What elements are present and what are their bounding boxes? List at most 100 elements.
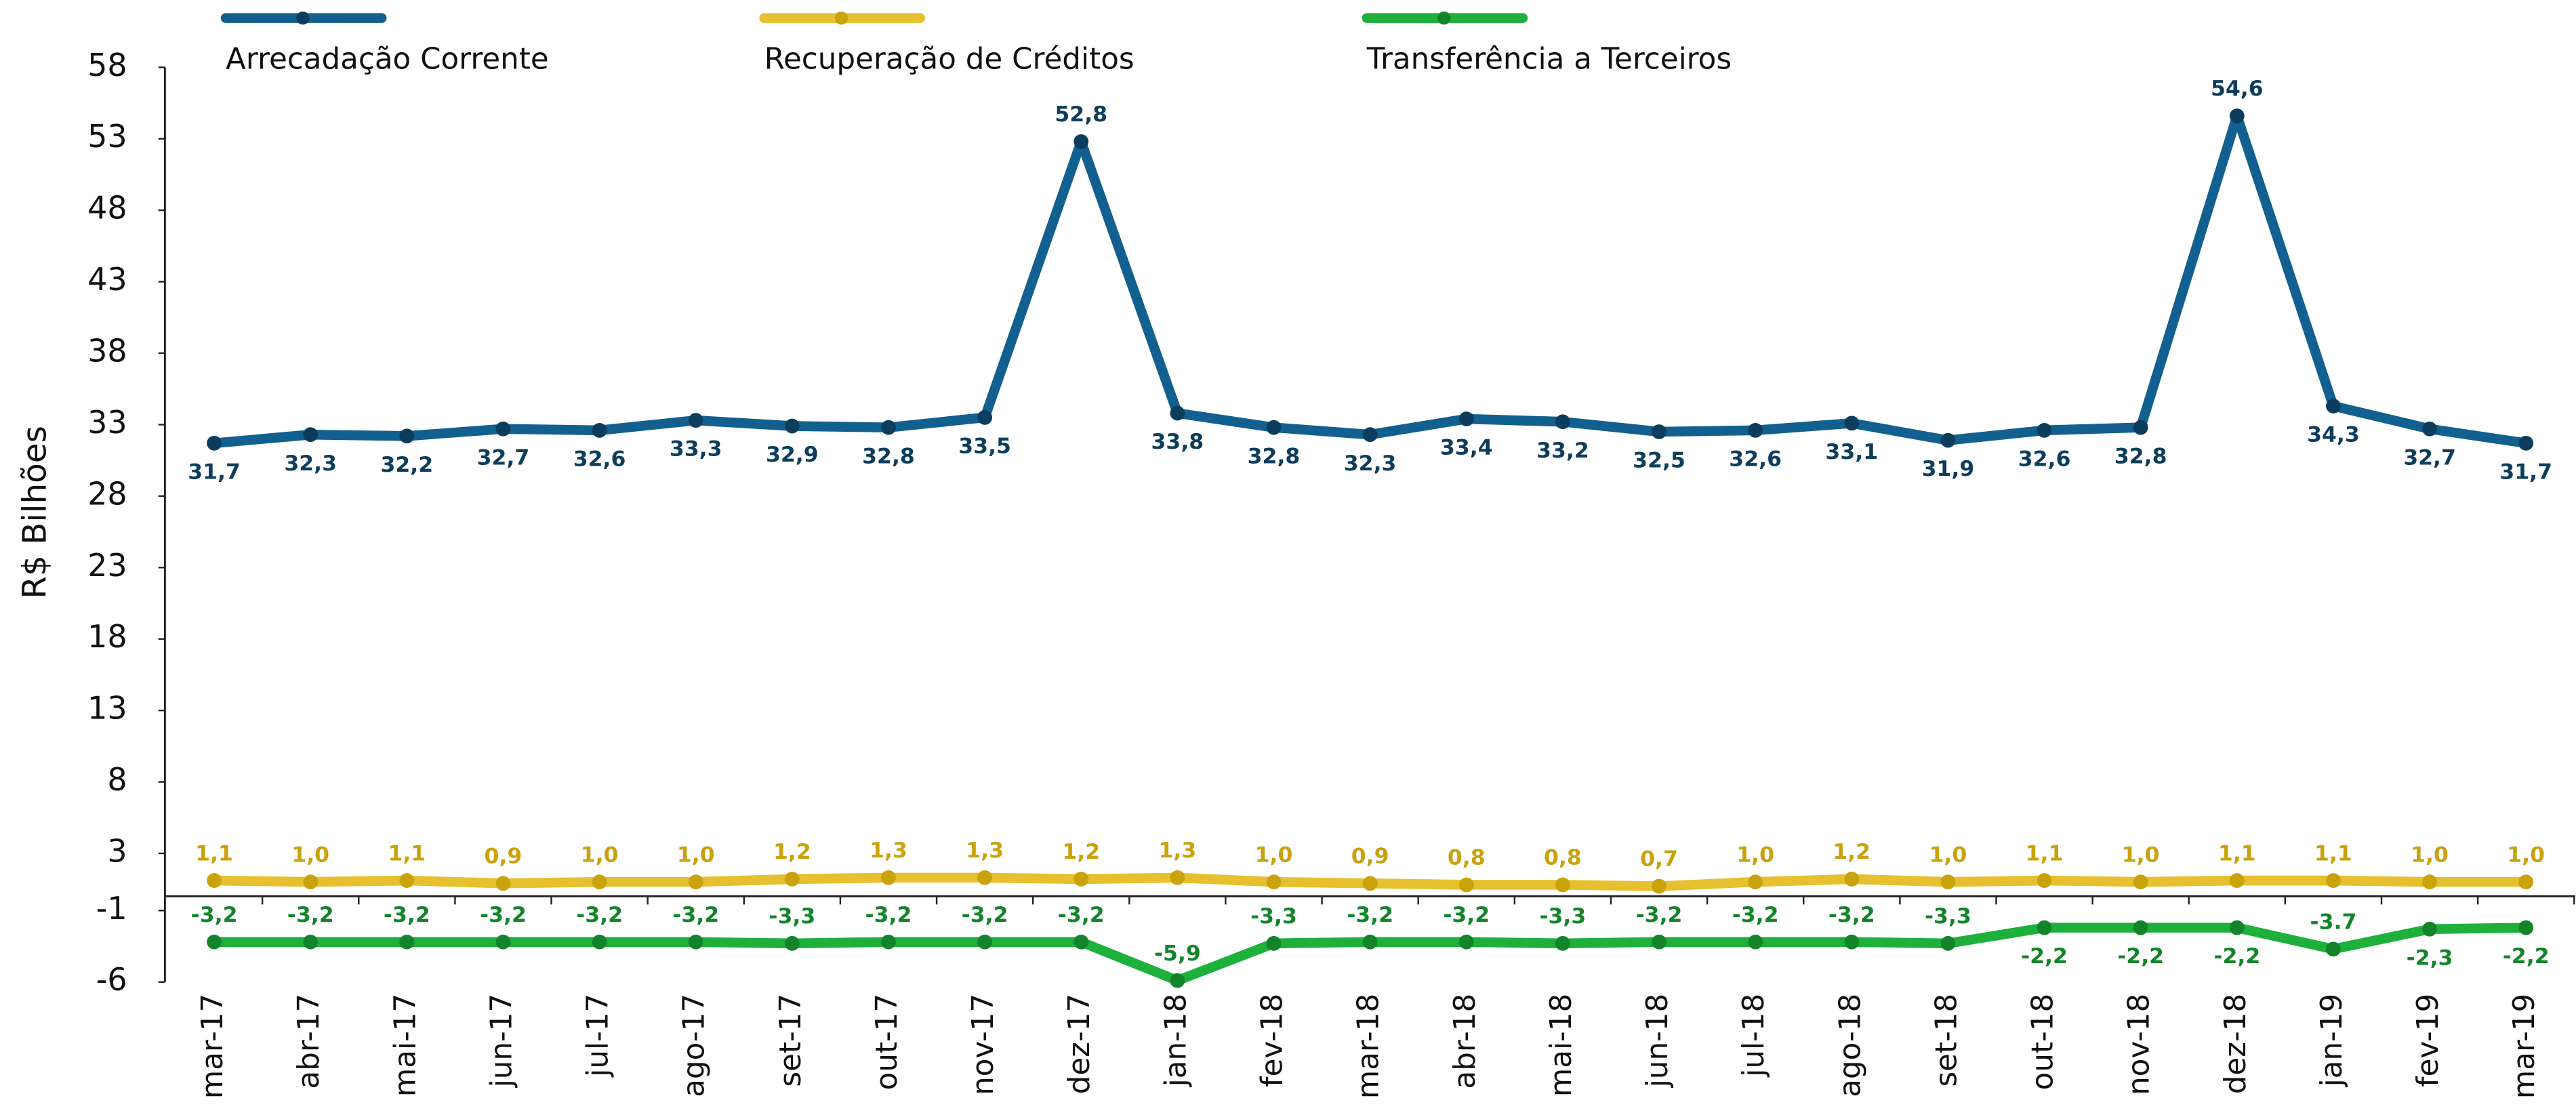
data-point	[1362, 427, 1378, 443]
data-point	[1074, 134, 1089, 149]
data-label: -3,2	[1636, 903, 1683, 927]
data-point	[592, 422, 607, 438]
data-label: -2,2	[2117, 944, 2164, 969]
data-point	[688, 413, 703, 428]
data-label: 0,9	[1351, 845, 1389, 869]
data-label: 1,0	[1736, 843, 1774, 867]
data-label: -3,3	[1539, 904, 1586, 929]
x-tick-label: mar-19	[2508, 994, 2541, 1099]
data-point	[495, 934, 511, 950]
data-label: 1,0	[291, 843, 329, 867]
data-label: -3,2	[1347, 903, 1393, 927]
data-label: 32,9	[766, 443, 819, 467]
data-label: -3,2	[480, 903, 527, 927]
data-point	[1074, 872, 1089, 887]
data-point	[977, 934, 993, 950]
data-point	[399, 934, 415, 950]
data-point	[1940, 432, 1956, 448]
x-tick-label: set-18	[1929, 994, 1963, 1087]
y-tick-label: 33	[87, 404, 127, 441]
data-point	[1266, 935, 1282, 951]
data-point	[881, 934, 896, 950]
data-point	[784, 418, 800, 434]
data-point	[1170, 405, 1185, 421]
data-label: -3,3	[769, 904, 815, 929]
data-point	[784, 872, 800, 887]
data-point	[303, 934, 319, 950]
data-label: 33,1	[1825, 440, 1878, 464]
data-point	[1652, 878, 1667, 894]
data-label: 32,7	[2403, 445, 2456, 470]
x-tick-label: out-18	[2026, 994, 2060, 1091]
legend-dot	[296, 11, 310, 25]
data-point	[977, 870, 993, 885]
data-label: 1,0	[2507, 843, 2545, 867]
data-label: 32,6	[1729, 447, 1782, 471]
data-label: 33,5	[958, 434, 1011, 459]
x-tick-label: abr-17	[292, 994, 326, 1089]
x-tick-label: jun-17	[485, 994, 518, 1089]
data-point	[592, 934, 607, 950]
data-point	[1555, 877, 1570, 893]
x-tick-label: dez-17	[1063, 994, 1097, 1095]
data-point	[688, 934, 703, 950]
legend-dot	[834, 11, 849, 25]
data-point	[2037, 920, 2052, 935]
data-label: -2,2	[2021, 944, 2068, 969]
data-point	[1170, 973, 1185, 988]
data-point	[207, 934, 222, 950]
x-tick-label: jun-18	[1641, 994, 1675, 1089]
data-point	[2229, 920, 2245, 935]
data-point	[1555, 414, 1570, 430]
legend-dot	[1437, 11, 1451, 25]
data-label: 0,7	[1640, 847, 1678, 872]
data-label: 32,5	[1633, 449, 1685, 473]
data-point	[2229, 108, 2245, 123]
data-label: 33,8	[1151, 430, 1204, 454]
data-label: 1,2	[773, 840, 811, 864]
data-point	[2037, 422, 2052, 438]
data-label: -3,3	[1925, 904, 1971, 929]
legend-label: Recuperação de Créditos	[764, 43, 1134, 77]
data-point	[688, 874, 703, 890]
y-axis-title: R$ Bilhões	[16, 426, 54, 599]
data-point	[2326, 399, 2341, 413]
data-point	[1458, 934, 1474, 950]
data-label: -3,2	[865, 903, 912, 927]
y-tick-label: -6	[96, 961, 127, 998]
y-tick-label: 53	[87, 118, 127, 155]
data-point	[2518, 920, 2534, 935]
data-label: 1,3	[1158, 838, 1196, 863]
data-label: -3,2	[384, 903, 430, 927]
data-label: 1,1	[2026, 841, 2064, 866]
data-label: 1,0	[2122, 843, 2160, 867]
data-point	[1940, 874, 1956, 890]
data-label: 32,8	[2114, 444, 2167, 468]
data-label: 1,1	[2314, 841, 2352, 866]
data-point	[977, 410, 993, 425]
data-label: 32,2	[380, 453, 433, 477]
x-tick-label: jan-19	[2315, 994, 2349, 1088]
data-point	[2518, 874, 2534, 890]
data-label: 32,3	[284, 451, 337, 476]
data-label: 0,8	[1448, 846, 1486, 870]
y-tick-label: 3	[107, 832, 127, 869]
data-label: 33,3	[670, 437, 722, 462]
data-point	[303, 874, 319, 890]
data-point	[881, 870, 896, 885]
data-point	[1266, 420, 1282, 435]
data-label: 32,6	[2018, 447, 2071, 471]
data-label: 0,9	[485, 845, 523, 869]
data-point	[2133, 920, 2148, 935]
x-tick-label: ago-18	[1833, 994, 1867, 1097]
data-label: -3,2	[672, 903, 719, 927]
y-tick-label: 58	[87, 47, 127, 83]
data-label: -2,2	[2503, 944, 2550, 969]
data-point	[1074, 934, 1089, 950]
data-label: -3,3	[1250, 904, 1297, 929]
data-point	[2422, 874, 2437, 890]
data-label: 1,0	[1255, 843, 1293, 867]
series-line	[213, 110, 2527, 449]
legend-label: Transferência a Terceiros	[1366, 43, 1732, 77]
